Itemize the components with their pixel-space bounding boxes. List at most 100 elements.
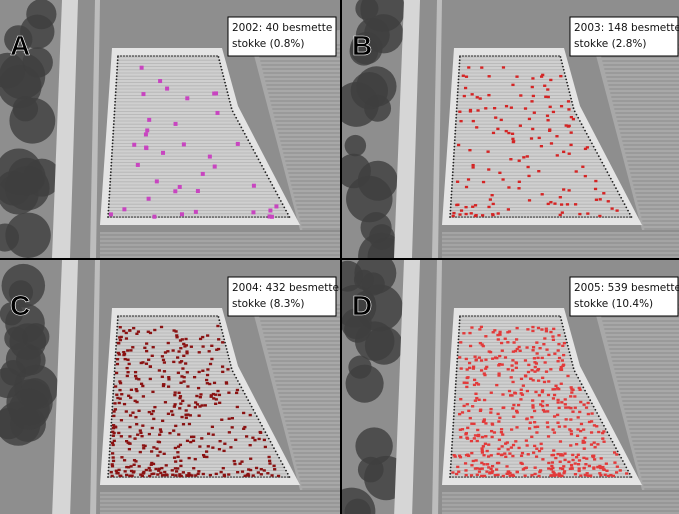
infected-vine bbox=[558, 407, 561, 409]
infected-vine bbox=[525, 346, 528, 348]
row-end bbox=[252, 409, 254, 411]
infected-vine bbox=[215, 473, 218, 475]
infected-vine bbox=[565, 124, 568, 126]
infected-vine bbox=[531, 406, 534, 408]
row-end bbox=[233, 476, 235, 478]
infected-vine bbox=[206, 382, 209, 384]
row-end bbox=[167, 476, 169, 478]
infected-vine bbox=[174, 425, 177, 427]
infected-vine bbox=[501, 393, 504, 395]
infected-vine bbox=[583, 467, 586, 469]
infected-vine bbox=[556, 414, 559, 416]
infected-vine bbox=[563, 459, 566, 461]
infected-vine bbox=[200, 437, 203, 439]
infected-vine bbox=[257, 471, 260, 473]
infected-vine bbox=[173, 394, 176, 396]
infected-vine bbox=[141, 92, 145, 96]
infected-vine bbox=[518, 346, 521, 348]
row-end bbox=[574, 371, 576, 373]
infected-vine bbox=[134, 375, 137, 377]
infected-vine bbox=[199, 338, 202, 340]
row-end bbox=[215, 216, 217, 218]
row-end bbox=[457, 91, 459, 93]
row-end bbox=[240, 387, 242, 389]
infected-vine bbox=[179, 402, 182, 404]
row-end bbox=[454, 139, 456, 141]
row-end bbox=[116, 329, 118, 331]
row-end bbox=[565, 339, 567, 341]
row-end bbox=[518, 476, 520, 478]
row-end bbox=[536, 216, 538, 218]
row-end bbox=[452, 476, 454, 478]
infected-vine bbox=[258, 438, 261, 440]
row-end bbox=[125, 216, 127, 218]
infected-vine bbox=[476, 440, 479, 442]
infected-vine bbox=[212, 393, 215, 395]
row-end bbox=[566, 82, 568, 84]
row-end bbox=[450, 467, 452, 469]
row-end bbox=[226, 88, 228, 90]
infected-vine bbox=[152, 346, 155, 348]
row-end bbox=[108, 463, 110, 465]
infected-vine bbox=[519, 462, 522, 464]
row-end bbox=[182, 216, 184, 218]
infected-vine bbox=[524, 107, 527, 109]
row-end bbox=[171, 55, 173, 57]
infected-vine bbox=[161, 420, 164, 422]
row-end bbox=[601, 422, 603, 424]
infected-vine bbox=[491, 470, 494, 472]
row-end bbox=[450, 197, 452, 199]
infected-vine bbox=[463, 382, 466, 384]
infected-vine bbox=[549, 79, 552, 81]
infected-vine bbox=[494, 116, 497, 118]
infected-vine bbox=[229, 446, 232, 448]
infected-vine bbox=[212, 433, 215, 435]
row-end bbox=[112, 393, 114, 395]
row-end bbox=[110, 425, 112, 427]
row-end bbox=[115, 95, 117, 97]
row-end bbox=[450, 460, 452, 462]
row-end bbox=[280, 200, 282, 202]
caption-line: stokke (10.4%) bbox=[574, 298, 653, 310]
row-end bbox=[219, 323, 221, 325]
row-end bbox=[450, 203, 452, 205]
infected-vine bbox=[158, 79, 162, 83]
row-end bbox=[471, 55, 473, 57]
row-end bbox=[593, 146, 595, 148]
infected-vine bbox=[529, 378, 532, 380]
infected-vine bbox=[458, 213, 461, 215]
row-end bbox=[120, 55, 122, 57]
row-end bbox=[521, 476, 523, 478]
infected-vine bbox=[112, 460, 115, 462]
caption-line: 2004: 432 besmette bbox=[232, 282, 339, 294]
infected-vine bbox=[490, 430, 493, 432]
infected-vine bbox=[474, 393, 477, 395]
infected-vine bbox=[574, 203, 577, 205]
infected-vine bbox=[120, 393, 123, 395]
infected-vine bbox=[541, 377, 544, 379]
row-end bbox=[501, 55, 503, 57]
infected-vine bbox=[520, 389, 523, 391]
row-end bbox=[488, 476, 490, 478]
infected-vine bbox=[535, 362, 538, 364]
infected-vine bbox=[170, 410, 173, 412]
infected-vine bbox=[114, 426, 117, 428]
row-end bbox=[219, 63, 221, 65]
infected-vine bbox=[625, 472, 628, 474]
infected-vine bbox=[186, 385, 189, 387]
row-end bbox=[581, 216, 583, 218]
infected-vine bbox=[150, 464, 153, 466]
infected-vine bbox=[222, 450, 225, 452]
row-end bbox=[601, 162, 603, 164]
row-end bbox=[605, 168, 607, 170]
infected-vine bbox=[465, 386, 468, 388]
infected-vine bbox=[176, 356, 179, 358]
row-end bbox=[268, 178, 270, 180]
row-end bbox=[608, 216, 610, 218]
infected-vine bbox=[598, 215, 601, 217]
infected-vine bbox=[470, 452, 473, 454]
infected-vine bbox=[228, 431, 231, 433]
infected-vine bbox=[451, 471, 454, 473]
row-end bbox=[223, 79, 225, 81]
infected-vine bbox=[547, 380, 550, 382]
